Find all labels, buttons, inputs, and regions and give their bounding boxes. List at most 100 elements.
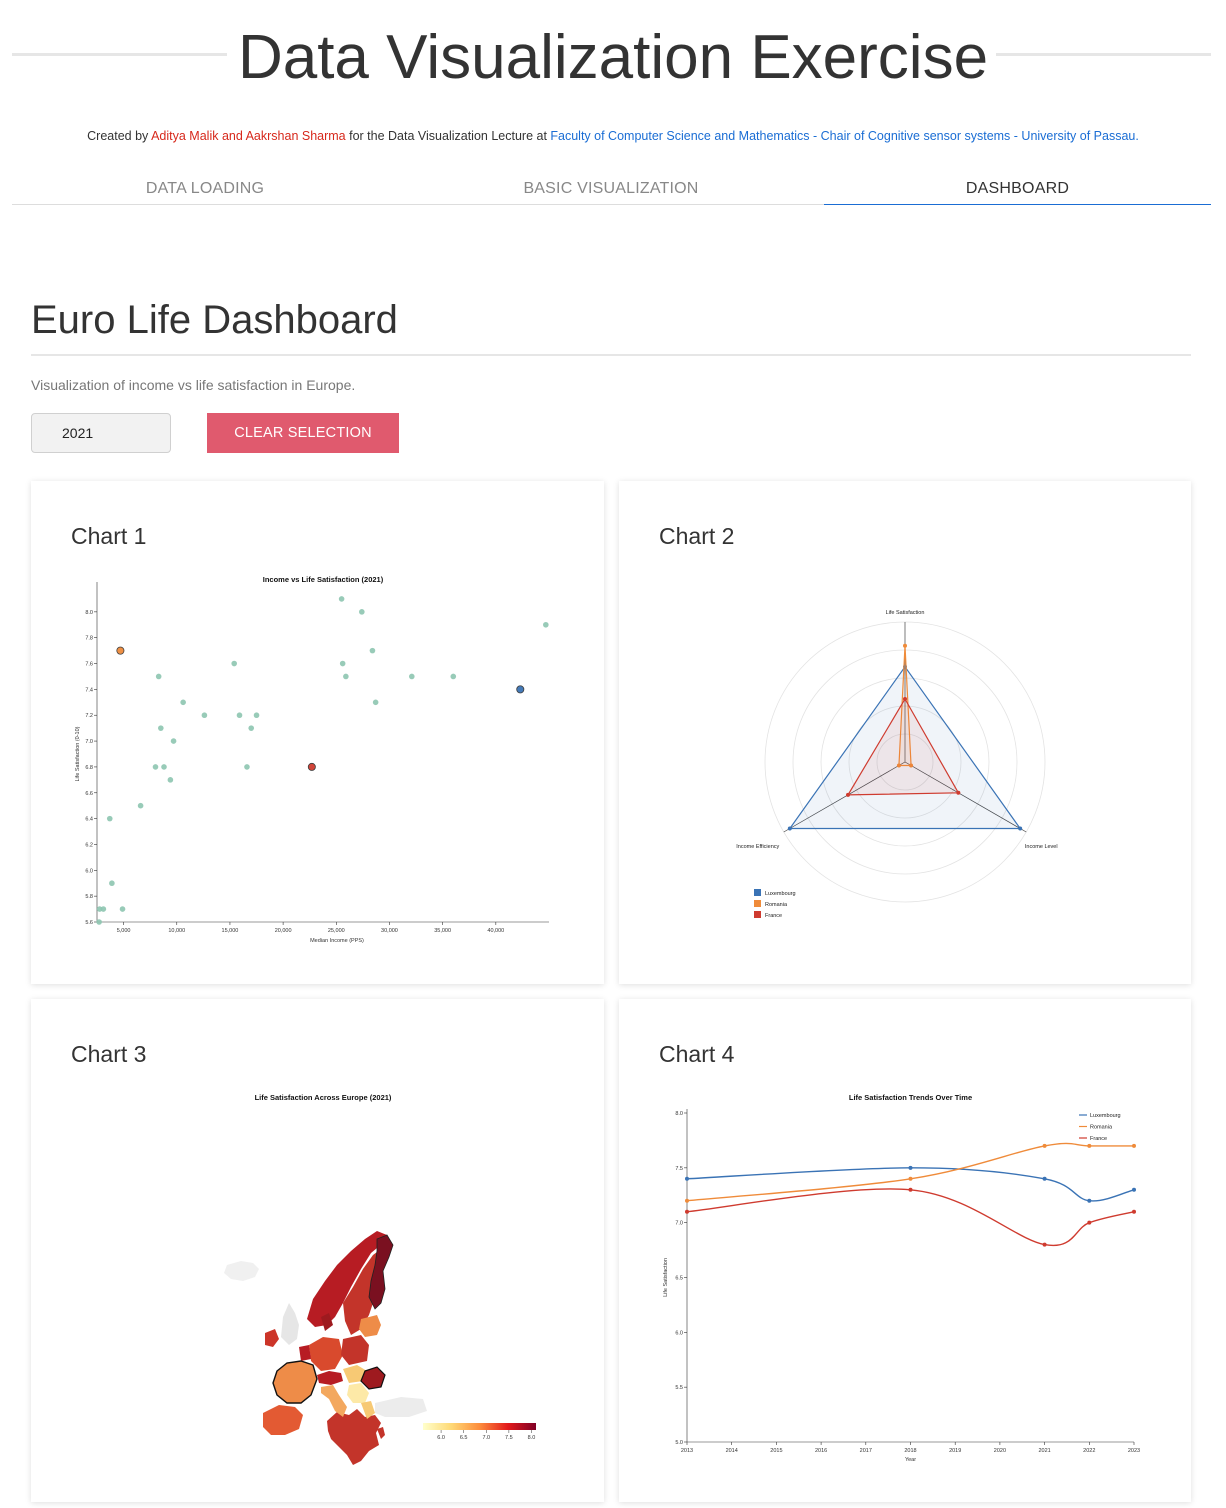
map-region-svalbard[interactable] (327, 1409, 381, 1465)
map-region-denmark[interactable] (321, 1313, 333, 1331)
line-point (685, 1198, 689, 1203)
map-region-romania[interactable] (360, 1366, 386, 1390)
scatter-point (236, 712, 243, 719)
line-y-axis-label: Life Satisfaction (663, 1258, 669, 1297)
map-region-greece[interactable] (361, 1401, 375, 1419)
line-x-tick-label: 2013 (681, 1448, 693, 1454)
line-x-tick-label: 2018 (904, 1448, 916, 1454)
scatter-point (137, 802, 144, 809)
map-region-iberia[interactable] (263, 1405, 303, 1435)
map-region-central[interactable] (343, 1365, 367, 1383)
line-x-tick-label: 2020 (994, 1448, 1006, 1454)
map-region-poland[interactable] (341, 1335, 369, 1365)
map-region-uk[interactable] (281, 1303, 299, 1345)
line-point (1087, 1198, 1092, 1203)
map-region-finland[interactable] (368, 1234, 394, 1310)
scatter-chart[interactable]: Income vs Life Satisfaction (2021) 5,000 1… (31, 481, 604, 984)
dashboard-title: Euro Life Dashboard (31, 298, 398, 342)
radar-chart[interactable]: Life Satisfaction Income Level Income Effi… (619, 481, 1191, 984)
scatter-y-tick-label: 8.0 (85, 610, 93, 616)
university-link[interactable]: University of Passau (1021, 129, 1136, 143)
year-select[interactable]: 2021 (31, 413, 171, 453)
chart-card-4: Life Satisfaction Trends Over Time 2013 20… (619, 999, 1191, 1502)
map-region-france[interactable] (272, 1360, 318, 1404)
line-series-romania (686, 1142, 1134, 1202)
dashboard-subtitle: Visualization of income vs life satisfac… (31, 377, 356, 393)
scatter-point (100, 906, 107, 912)
map-region-balkans[interactable] (347, 1383, 369, 1403)
radar-series-romania (898, 645, 912, 767)
map-region-italy[interactable] (321, 1385, 347, 1417)
scatter-point-france (307, 762, 316, 771)
scatter-point (359, 609, 365, 615)
scatter-point (180, 699, 186, 706)
line-point (908, 1176, 913, 1181)
line-legend-label: Romania (1090, 1125, 1113, 1131)
radar-point (903, 643, 907, 648)
line-point (908, 1165, 913, 1170)
scatter-point (96, 919, 102, 925)
map-region-germany[interactable] (309, 1337, 343, 1371)
line-point (1132, 1143, 1136, 1148)
scatter-y-tick-label: 7.4 (85, 687, 93, 693)
radar-legend-swatch (754, 889, 761, 896)
scatter-point (450, 673, 457, 680)
credits-line: Created by Aditya Malik and Aakrshan Sha… (0, 129, 1226, 143)
map-legend-tick-label: 6.5 (460, 1435, 468, 1441)
line-point (1132, 1209, 1136, 1214)
faculty-link[interactable]: Faculty of Computer Science and Mathemat… (550, 129, 810, 143)
line-y-tick-label: 5.5 (675, 1385, 683, 1391)
radar-point (896, 763, 901, 768)
tab-dashboard[interactable]: DASHBOARD (824, 172, 1211, 205)
scatter-y-tick-label: 6.4 (85, 817, 93, 823)
line-point (1087, 1143, 1092, 1148)
scatter-point (152, 764, 159, 770)
map-region-benelux[interactable] (299, 1345, 311, 1361)
clear-selection-button[interactable]: CLEAR SELECTION (207, 413, 399, 453)
radar-axis-label: Life Satisfaction (886, 610, 925, 616)
credits-prefix: Created by (87, 129, 152, 143)
tab-basic-visualization[interactable]: BASIC VISUALIZATION (523, 180, 699, 197)
map-title: Life Satisfaction Across Europe (2021) (255, 1093, 392, 1102)
map-region-turkey[interactable] (375, 1397, 427, 1417)
line-y-tick-label: 8.0 (675, 1111, 683, 1117)
tab-data-loading[interactable]: DATA LOADING (145, 180, 265, 197)
map-region-norway[interactable] (307, 1231, 387, 1327)
line-chart[interactable]: Life Satisfaction Trends Over Time 2013 20… (619, 999, 1191, 1502)
map-legend-tick-label: 8.0 (528, 1435, 536, 1441)
map-region-alps[interactable] (317, 1371, 343, 1385)
radar-axis-label: Income Level (1025, 844, 1058, 850)
map-region-baltics[interactable] (359, 1315, 381, 1337)
radar-point (846, 792, 851, 797)
scatter-point (106, 815, 113, 822)
radar-legend-label: France (765, 913, 782, 919)
scatter-y-tick-label: 6.6 (85, 791, 93, 797)
radar-point (787, 826, 792, 831)
map-region-iceland[interactable] (224, 1261, 259, 1281)
line-legend-label: France (1090, 1136, 1107, 1142)
map-legend-tick-label: 7.0 (482, 1435, 490, 1441)
chart-1-title: Chart 1 (71, 523, 147, 549)
radar-legend-label: Luxembourg (765, 891, 796, 897)
scatter-point-luxembourg (516, 685, 525, 694)
radar-legend-swatch (754, 900, 761, 907)
chair-link[interactable]: Chair of Cognitive sensor systems (820, 129, 1011, 143)
scatter-y-tick-label: 6.8 (85, 765, 93, 771)
line-y-tick-label: 7.5 (675, 1166, 683, 1172)
line-point (685, 1176, 689, 1181)
map-region-svalbard-east[interactable] (377, 1427, 385, 1439)
chart-card-2: Life Satisfaction Income Level Income Effi… (619, 481, 1191, 984)
scatter-point (372, 699, 379, 706)
radar-series-france (846, 697, 960, 796)
europe-map[interactable]: Life Satisfaction Across Europe (2021) (31, 999, 604, 1502)
map-region-ireland[interactable] (265, 1329, 279, 1347)
map-legend-tick-label: 6.0 (437, 1435, 445, 1441)
line-point (1132, 1187, 1136, 1192)
line-legend-label: Luxembourg (1090, 1113, 1121, 1119)
credits-suffix: . (1135, 129, 1139, 143)
authors-link[interactable]: Aditya Malik and Aakrshan Sharma (151, 129, 346, 143)
line-x-tick-label: 2021 (1038, 1448, 1050, 1454)
chart-4-title: Chart 4 (659, 1041, 735, 1067)
dashboard-divider (31, 354, 1191, 356)
scatter-point (409, 673, 415, 680)
